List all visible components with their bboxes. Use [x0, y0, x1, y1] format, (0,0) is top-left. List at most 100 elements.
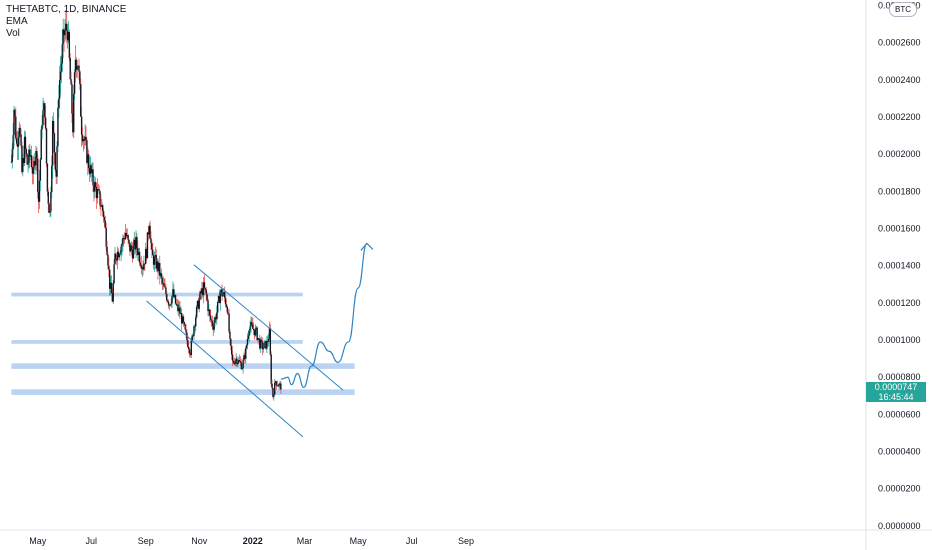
ema-indicator-label[interactable]: EMA [6, 16, 28, 27]
candle-body [46, 163, 49, 192]
candle-body [124, 232, 127, 240]
candle-body [267, 338, 270, 342]
candle-body [172, 289, 174, 296]
candle-body [69, 57, 71, 80]
volume-indicator-label[interactable]: Vol [6, 28, 20, 39]
candle-body [203, 282, 206, 289]
candle-body [201, 288, 203, 294]
candle-body [266, 341, 269, 343]
candle-body [21, 145, 23, 172]
candle-body [44, 103, 46, 118]
x-tick-label: Jul [86, 536, 98, 546]
candle-body [113, 264, 115, 284]
candle-body [256, 327, 258, 341]
candle-body [276, 385, 279, 387]
candle-body [12, 135, 14, 150]
candle-body [90, 165, 92, 174]
candle-body [192, 335, 194, 337]
candle-body [152, 255, 155, 265]
candle-body [197, 300, 200, 309]
candle-body [130, 245, 133, 250]
candle-body [263, 343, 265, 349]
candle-body [134, 239, 136, 250]
candle-body [38, 180, 41, 202]
candle-body [108, 265, 110, 270]
candle-body [159, 262, 161, 276]
candle-body [280, 383, 282, 390]
candle-body [80, 84, 82, 117]
candle-body [251, 322, 253, 325]
candle-body [56, 146, 58, 177]
candle-body [15, 116, 17, 139]
candle-body [187, 340, 189, 348]
y-tick-label: 0.0002600 [878, 38, 921, 48]
candle-body [220, 289, 222, 293]
candle-body [74, 59, 77, 73]
y-tick-label: 0.0000800 [878, 372, 921, 382]
candle-body [15, 138, 18, 144]
candle-body [10, 161, 13, 163]
candle-body [161, 277, 164, 284]
candle-body [241, 368, 243, 370]
candle-body [182, 316, 185, 322]
candle-body [41, 124, 43, 130]
candle-body [232, 360, 235, 363]
y-tick-label: 0.0001600 [878, 224, 921, 234]
currency-badge[interactable]: BTC [889, 2, 917, 17]
candle-body [262, 348, 265, 350]
candle-body [170, 303, 172, 305]
candle-body [97, 189, 100, 191]
candle-body [76, 66, 78, 70]
candle-body [25, 148, 28, 155]
support-zone-3 [11, 389, 355, 395]
candle-body [185, 329, 187, 333]
candle-body [166, 294, 168, 301]
y-tick-label: 0.0002400 [878, 75, 921, 85]
candle-body [175, 303, 178, 305]
x-tick-label: Nov [191, 536, 208, 546]
candle-body [66, 23, 68, 31]
candle-body [245, 345, 248, 349]
candle-body [139, 262, 142, 265]
candle-body [23, 136, 26, 163]
candle-body [104, 220, 107, 228]
candle-body [106, 246, 108, 255]
candle-body [28, 149, 30, 164]
candle-body [258, 338, 260, 340]
candle-body [247, 335, 250, 340]
candle-body [227, 312, 229, 314]
candle-body [213, 323, 215, 330]
candle-body [103, 217, 106, 221]
candle-body [136, 237, 138, 249]
candle-body [274, 382, 276, 395]
candle-body [231, 354, 234, 361]
candle-body [216, 301, 219, 313]
candle-body [268, 328, 271, 339]
candle-body [71, 84, 73, 114]
candle-body [22, 157, 24, 172]
candle-body [266, 341, 268, 349]
candle-body [228, 313, 230, 332]
candle-body [118, 254, 121, 258]
candle-body [137, 251, 140, 256]
candle-body [129, 243, 131, 252]
candle-body [64, 30, 66, 36]
candle-body [44, 117, 47, 129]
candle-body [223, 292, 226, 298]
candle-body [109, 282, 112, 289]
candle-body [40, 129, 42, 160]
y-tick-label: 0.0001400 [878, 261, 921, 271]
candle-body [75, 59, 78, 70]
candle-body [211, 320, 214, 326]
candle-body [35, 151, 37, 166]
candle-body [239, 361, 242, 363]
candle-body [165, 287, 167, 295]
candle-body [234, 360, 236, 365]
candle-body [51, 121, 54, 166]
candle-body [166, 300, 169, 302]
candle-body [191, 335, 193, 341]
candle-body [89, 165, 92, 175]
candle-body [37, 191, 40, 202]
symbol-title[interactable]: THETABTC, 1D, BINANCE [6, 4, 127, 15]
